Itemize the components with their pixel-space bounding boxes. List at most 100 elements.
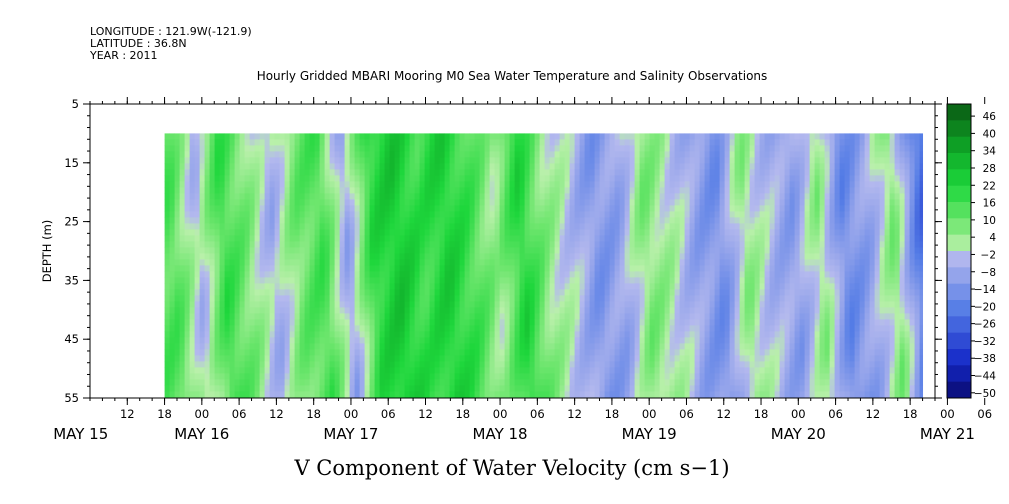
field-cell (689, 301, 695, 308)
field-cell (254, 325, 260, 332)
field-cell (524, 235, 530, 242)
field-cell (174, 199, 180, 206)
field-cell (409, 253, 415, 260)
field-cell (644, 181, 650, 188)
field-cell (509, 169, 515, 176)
field-cell (334, 169, 340, 176)
field-cell (174, 313, 180, 320)
field-cell (349, 133, 355, 140)
field-cell (164, 217, 170, 224)
field-cell (714, 229, 720, 236)
field-cell (399, 283, 405, 290)
field-cell (704, 343, 710, 350)
field-cell (429, 367, 435, 374)
field-cell (449, 331, 455, 338)
field-cell (269, 295, 275, 302)
field-cell (544, 361, 550, 368)
field-cell (479, 313, 485, 320)
field-cell (534, 229, 540, 236)
field-cell (589, 163, 595, 170)
field-cell (674, 187, 680, 194)
field-cell (714, 319, 720, 326)
field-cell (329, 391, 335, 398)
field-cell (569, 241, 575, 248)
field-cell (494, 307, 500, 314)
field-cell (484, 259, 490, 266)
field-cell (329, 193, 335, 200)
field-cell (349, 169, 355, 176)
field-cell (169, 277, 175, 284)
field-cell (539, 157, 545, 164)
field-cell (219, 253, 225, 260)
field-cell (504, 361, 510, 368)
field-cell (659, 265, 665, 272)
field-cell (629, 385, 635, 392)
field-cell (379, 217, 385, 224)
field-cell (534, 313, 540, 320)
field-cell (239, 247, 245, 254)
field-cell (644, 205, 650, 212)
field-cell (654, 145, 660, 152)
field-cell (389, 175, 395, 182)
field-cell (349, 187, 355, 194)
field-cell (564, 151, 570, 158)
field-cell (314, 271, 320, 278)
field-cell (324, 181, 330, 188)
field-cell (554, 193, 560, 200)
field-cell (579, 283, 585, 290)
field-cell (664, 193, 670, 200)
field-cell (584, 265, 590, 272)
field-cell (189, 301, 195, 308)
field-cell (294, 283, 300, 290)
field-cell (244, 253, 250, 260)
field-cell (684, 331, 690, 338)
field-cell (379, 157, 385, 164)
field-cell (189, 211, 195, 218)
field-cell (639, 355, 645, 362)
field-cell (704, 253, 710, 260)
field-cell (454, 361, 460, 368)
field-cell (354, 367, 360, 374)
field-cell (239, 175, 245, 182)
field-cell (684, 181, 690, 188)
field-cell (404, 331, 410, 338)
field-cell (299, 307, 305, 314)
field-cell (254, 319, 260, 326)
field-cell (569, 235, 575, 242)
field-cell (209, 145, 215, 152)
field-cell (239, 313, 245, 320)
field-cell (499, 355, 505, 362)
field-cell (324, 253, 330, 260)
field-cell (369, 313, 375, 320)
field-cell (359, 229, 365, 236)
field-cell (639, 241, 645, 248)
field-cell (594, 145, 600, 152)
field-cell (469, 259, 475, 266)
field-cell (354, 391, 360, 398)
field-cell (539, 391, 545, 398)
field-cell (179, 319, 185, 326)
field-cell (194, 355, 200, 362)
field-cell (619, 283, 625, 290)
field-cell (399, 229, 405, 236)
field-cell (319, 205, 325, 212)
field-cell (294, 145, 300, 152)
field-cell (414, 151, 420, 158)
field-cell (354, 325, 360, 332)
field-cell (464, 229, 470, 236)
field-cell (599, 187, 605, 194)
field-cell (179, 343, 185, 350)
field-cell (704, 175, 710, 182)
field-cell (684, 265, 690, 272)
field-cell (444, 283, 450, 290)
field-cell (484, 199, 490, 206)
field-cell (549, 289, 555, 296)
field-cell (699, 343, 705, 350)
field-cell (509, 211, 515, 218)
field-cell (209, 271, 215, 278)
field-cell (559, 217, 565, 224)
field-cell (584, 307, 590, 314)
field-cell (524, 391, 530, 398)
field-cell (169, 289, 175, 296)
field-cell (639, 205, 645, 212)
